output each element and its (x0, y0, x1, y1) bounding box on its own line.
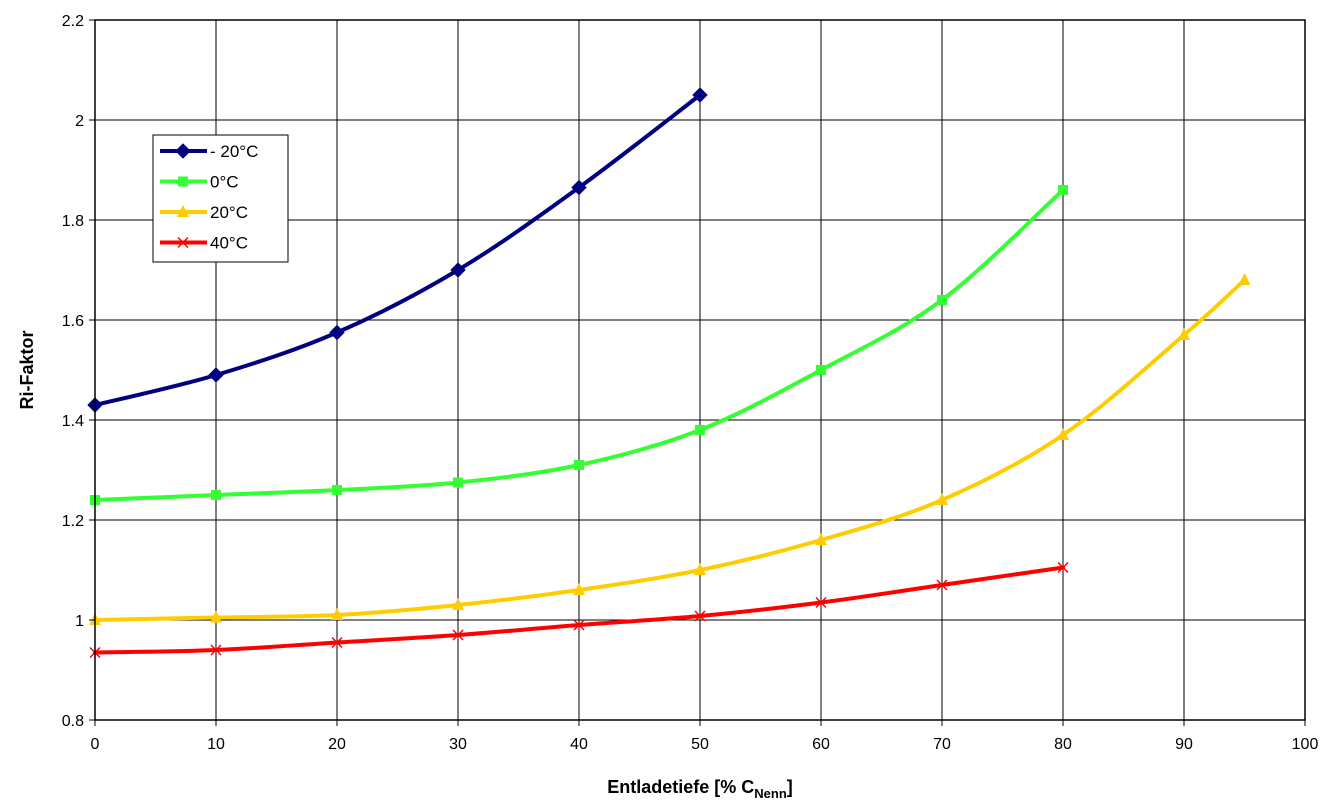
series-3-point (452, 629, 464, 641)
legend: - 20°C 0°C 20°C 40°C (152, 134, 289, 263)
series-1-point (211, 490, 221, 500)
legend-swatch-marker (177, 236, 189, 249)
x-tick-label: 20 (328, 736, 346, 753)
x-axis-title-subscript: Nenn (754, 786, 787, 801)
series-1-point (332, 485, 342, 495)
series-line-2 (93, 278, 1247, 622)
series-2-point (1057, 428, 1069, 440)
legend-swatch-marker (175, 143, 191, 159)
marker-x-stroke (694, 610, 706, 622)
series-2-point (694, 563, 706, 575)
series-0-point (692, 87, 708, 103)
marker-x-stroke (331, 636, 343, 649)
marker-x-stroke (936, 579, 948, 591)
x-tick-label: 60 (812, 736, 830, 753)
series-1-point (1058, 185, 1068, 195)
x-tick-label: 40 (570, 736, 588, 753)
series-3-point (331, 636, 343, 649)
x-tick-label: 90 (1175, 736, 1193, 753)
series-3-point (573, 619, 585, 631)
series-0-point (450, 262, 466, 278)
marker-x-stroke (573, 619, 585, 631)
x-axis-title-suffix: ] (787, 777, 793, 797)
series-0-point (329, 324, 345, 341)
x-tick-labels: 0 10 20 30 40 50 60 70 80 90 100 (91, 736, 1319, 753)
series-1-point (453, 477, 463, 488)
legend-swatch-marker (177, 205, 189, 217)
marker-x-stroke (452, 629, 464, 641)
marker-x-stroke (177, 236, 189, 249)
series-3-point (936, 579, 948, 591)
series-2-point (452, 598, 464, 610)
legend-label: 40°C (210, 234, 248, 253)
series-1-point (574, 460, 584, 470)
series-2-point (331, 608, 343, 620)
series-2-point (1238, 273, 1251, 285)
series-line-0 (93, 93, 702, 407)
x-axis-title: Entladetiefe [% CNenn] (607, 777, 793, 801)
x-tick-label: 30 (449, 736, 467, 753)
x-tick-label: 80 (1054, 736, 1072, 753)
x-tick-label: 100 (1292, 736, 1319, 753)
y-tick-label: 2 (75, 113, 84, 130)
series-2-point (573, 583, 585, 595)
marker-x-stroke (1057, 561, 1069, 574)
x-tick-label: 10 (207, 736, 225, 753)
legend-label: - 20°C (210, 142, 258, 161)
x-tick-label: 50 (691, 736, 709, 753)
series-1-point (695, 425, 705, 435)
y-tick-label: 1.6 (62, 313, 84, 330)
series-3-point (694, 610, 706, 622)
marker-x-stroke (210, 644, 222, 656)
y-tick-label: 1.4 (62, 413, 84, 430)
x-tick-label: 0 (91, 736, 100, 753)
series-2-point (815, 533, 827, 545)
series-1-point (816, 365, 826, 375)
x-axis-title-main: Entladetiefe [% C (607, 777, 754, 797)
y-tick-label: 1.2 (62, 513, 84, 530)
legend-swatch-marker (178, 176, 188, 187)
y-tick-label: 2.2 (62, 13, 84, 30)
x-tick-label: 70 (933, 736, 951, 753)
legend-label: 20°C (210, 203, 248, 222)
series-3-point (1057, 561, 1069, 574)
series-1-point (937, 295, 947, 305)
y-tick-label: 0.8 (62, 713, 84, 730)
series-markers (87, 87, 1251, 659)
axis-ticks (89, 19, 1306, 726)
y-tick-label: 1.8 (62, 213, 84, 230)
legend-label: 0°C (210, 173, 239, 192)
series-0-point (208, 367, 224, 383)
y-tick-labels: 0.8 1 1.2 1.4 1.6 1.8 2 2.2 (62, 13, 84, 730)
series-2-point (936, 493, 948, 505)
marker-x-stroke (815, 596, 827, 609)
series-0-point (571, 179, 587, 196)
series-2-point (1178, 328, 1190, 340)
y-tick-label: 1 (75, 613, 84, 630)
y-axis-title: Ri-Faktor (17, 330, 37, 409)
series-2-point (210, 610, 222, 623)
series-3-point (815, 596, 827, 609)
series-3-point (210, 644, 222, 656)
